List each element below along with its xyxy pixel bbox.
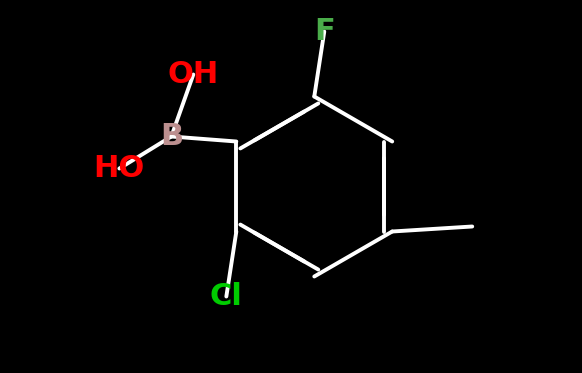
Text: F: F xyxy=(314,17,335,46)
Text: OH: OH xyxy=(168,60,219,89)
Text: HO: HO xyxy=(94,154,145,183)
Text: B: B xyxy=(160,122,183,151)
Text: Cl: Cl xyxy=(210,282,243,311)
